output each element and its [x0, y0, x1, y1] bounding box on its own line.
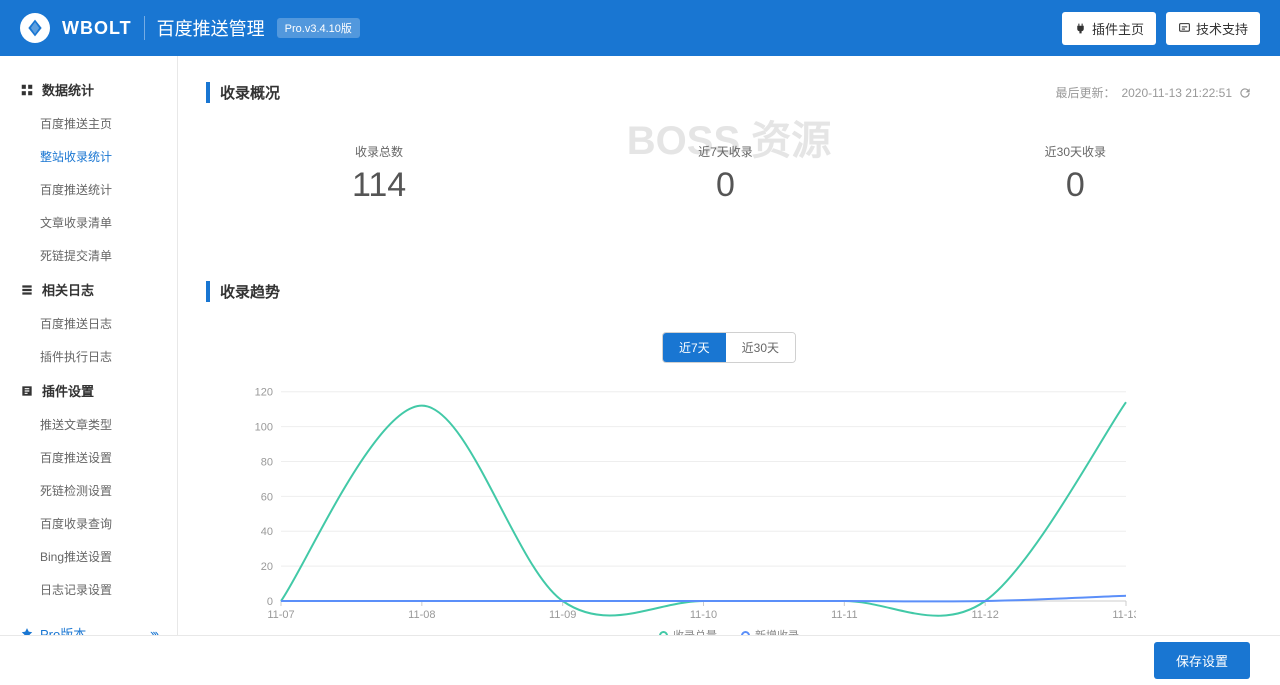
header-left: WBOLT 百度推送管理 Pro.v3.4.10版: [20, 13, 360, 43]
svg-text:0: 0: [267, 596, 273, 608]
svg-text:11-09: 11-09: [549, 609, 576, 621]
group-icon: [20, 384, 34, 398]
group-icon: [20, 283, 34, 297]
chevron-right-icon: ›››: [150, 626, 157, 635]
header-divider: [144, 16, 145, 40]
group-title: 数据统计: [42, 80, 94, 99]
stat-card: 近7天收录 0: [698, 143, 753, 205]
app-title: 百度推送管理: [157, 15, 265, 41]
stat-card: 近30天收录 0: [1045, 143, 1106, 205]
trend-chart: 0 20 40 60 80 100 120 11-07 11-08 11-09 11-10 11-11…: [206, 373, 1252, 623]
sidebar: 数据统计百度推送主页整站收录统计百度推送统计文章收录清单死链提交清单相关日志百度…: [0, 56, 178, 635]
trend-title: 收录趋势: [206, 281, 280, 302]
legend-label: 收录总量: [673, 627, 717, 635]
version-badge: Pro.v3.4.10版: [277, 18, 360, 38]
legend-item: 收录总量: [659, 627, 717, 635]
sidebar-item[interactable]: 百度收录查询: [0, 507, 177, 540]
sidebar-item[interactable]: 百度推送主页: [0, 107, 177, 140]
header-right: 插件主页 技术支持: [1062, 12, 1260, 45]
main-content: BOSS 资源 收录概况 最后更新： 2020-11-13 21:22:51 收…: [178, 56, 1280, 635]
range-30d-button[interactable]: 近30天: [726, 333, 795, 362]
svg-text:11-13: 11-13: [1112, 609, 1136, 621]
stats-row: 收录总数 114 近7天收录 0 近30天收录 0: [206, 113, 1252, 255]
sidebar-item[interactable]: 整站收录统计: [0, 140, 177, 173]
sidebar-item[interactable]: Bing推送设置: [0, 540, 177, 573]
sidebar-group-header: 插件设置: [0, 373, 177, 408]
svg-text:100: 100: [255, 422, 273, 434]
range-button-group: 近7天 近30天: [662, 332, 796, 363]
support-icon: [1178, 22, 1191, 35]
stat-label: 收录总数: [352, 143, 406, 160]
plugin-home-button[interactable]: 插件主页: [1062, 12, 1156, 45]
svg-text:11-11: 11-11: [831, 609, 858, 621]
support-label: 技术支持: [1196, 19, 1248, 38]
pro-label: Pro版本: [40, 624, 86, 635]
save-settings-button[interactable]: 保存设置: [1154, 642, 1250, 679]
stat-label: 近7天收录: [698, 143, 753, 160]
overview-title: 收录概况: [206, 82, 280, 103]
logo-icon: [20, 13, 50, 43]
last-update-info: 最后更新： 2020-11-13 21:22:51: [1055, 84, 1252, 101]
trend-section: 收录趋势 近7天 近30天 0 20 40 60 80 100 120 11-07 11-08 1…: [206, 255, 1252, 635]
svg-text:11-07: 11-07: [267, 609, 294, 621]
legend-label: 新增收录: [755, 627, 799, 635]
rocket-icon: [20, 627, 34, 636]
plugin-home-label: 插件主页: [1092, 19, 1144, 38]
sidebar-pro-link[interactable]: Pro版本 ›››: [0, 614, 177, 635]
sidebar-item[interactable]: 百度推送统计: [0, 173, 177, 206]
footer: 保存设置: [0, 635, 1280, 685]
stat-value: 114: [352, 166, 406, 205]
sidebar-item[interactable]: 死链提交清单: [0, 239, 177, 272]
sidebar-item[interactable]: 百度推送日志: [0, 307, 177, 340]
svg-text:11-12: 11-12: [972, 609, 999, 621]
range-7d-button[interactable]: 近7天: [663, 333, 726, 362]
logo-text: WBOLT: [62, 18, 132, 39]
svg-text:11-08: 11-08: [408, 609, 435, 621]
stat-card: 收录总数 114: [352, 143, 406, 205]
group-title: 相关日志: [42, 280, 94, 299]
svg-text:120: 120: [255, 387, 273, 399]
plug-icon: [1074, 22, 1087, 35]
group-icon: [20, 83, 34, 97]
chart-range-controls: 近7天 近30天: [206, 332, 1252, 363]
svg-text:80: 80: [261, 456, 273, 468]
svg-text:40: 40: [261, 526, 273, 538]
stat-label: 近30天收录: [1045, 143, 1106, 160]
support-button[interactable]: 技术支持: [1166, 12, 1260, 45]
chart-legend: 收录总量 新增收录: [206, 627, 1252, 635]
legend-marker-icon: [659, 631, 668, 636]
sidebar-item[interactable]: 百度推送设置: [0, 441, 177, 474]
sidebar-item[interactable]: 文章收录清单: [0, 206, 177, 239]
last-update-time: 2020-11-13 21:22:51: [1121, 86, 1232, 100]
group-title: 插件设置: [42, 381, 94, 400]
overview-section: 收录概况 最后更新： 2020-11-13 21:22:51 收录总数 114 近7…: [206, 56, 1252, 255]
sidebar-group-header: 相关日志: [0, 272, 177, 307]
sidebar-group-header: 数据统计: [0, 72, 177, 107]
stat-value: 0: [698, 166, 753, 205]
sidebar-item[interactable]: 插件执行日志: [0, 340, 177, 373]
last-update-label: 最后更新：: [1055, 84, 1115, 101]
sidebar-item[interactable]: 推送文章类型: [0, 408, 177, 441]
svg-text:11-10: 11-10: [690, 609, 717, 621]
svg-text:20: 20: [261, 561, 273, 573]
sidebar-item[interactable]: 日志记录设置: [0, 573, 177, 606]
refresh-icon[interactable]: [1238, 86, 1252, 100]
svg-text:60: 60: [261, 491, 273, 503]
sidebar-item[interactable]: 死链检测设置: [0, 474, 177, 507]
stat-value: 0: [1045, 166, 1106, 205]
legend-marker-icon: [741, 631, 750, 636]
header: WBOLT 百度推送管理 Pro.v3.4.10版 插件主页 技术支持: [0, 0, 1280, 56]
legend-item: 新增收录: [741, 627, 799, 635]
